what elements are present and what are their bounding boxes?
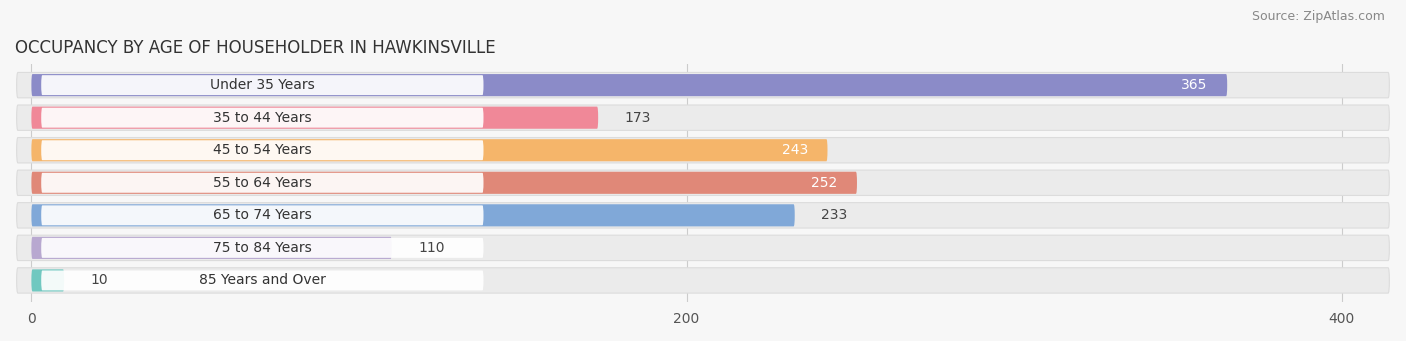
FancyBboxPatch shape	[41, 140, 484, 160]
FancyBboxPatch shape	[31, 107, 598, 129]
FancyBboxPatch shape	[17, 170, 1389, 195]
FancyBboxPatch shape	[17, 72, 1389, 98]
FancyBboxPatch shape	[41, 108, 484, 128]
FancyBboxPatch shape	[31, 74, 1227, 96]
FancyBboxPatch shape	[41, 173, 484, 193]
FancyBboxPatch shape	[17, 105, 1389, 130]
FancyBboxPatch shape	[17, 235, 1389, 261]
FancyBboxPatch shape	[41, 270, 484, 291]
Text: 252: 252	[811, 176, 838, 190]
FancyBboxPatch shape	[31, 172, 858, 194]
Text: Under 35 Years: Under 35 Years	[209, 78, 315, 92]
Text: Source: ZipAtlas.com: Source: ZipAtlas.com	[1251, 10, 1385, 23]
FancyBboxPatch shape	[31, 237, 392, 259]
FancyBboxPatch shape	[17, 137, 1389, 163]
FancyBboxPatch shape	[41, 75, 484, 95]
FancyBboxPatch shape	[17, 203, 1389, 228]
Text: 55 to 64 Years: 55 to 64 Years	[212, 176, 312, 190]
Text: 45 to 54 Years: 45 to 54 Years	[214, 143, 312, 157]
FancyBboxPatch shape	[41, 205, 484, 225]
Text: OCCUPANCY BY AGE OF HOUSEHOLDER IN HAWKINSVILLE: OCCUPANCY BY AGE OF HOUSEHOLDER IN HAWKI…	[15, 39, 496, 57]
Text: 35 to 44 Years: 35 to 44 Years	[214, 111, 312, 125]
FancyBboxPatch shape	[31, 204, 794, 226]
FancyBboxPatch shape	[41, 238, 484, 258]
FancyBboxPatch shape	[17, 268, 1389, 293]
FancyBboxPatch shape	[31, 139, 828, 161]
FancyBboxPatch shape	[31, 269, 65, 292]
Text: 173: 173	[624, 111, 651, 125]
Text: 233: 233	[821, 208, 848, 222]
Text: 85 Years and Over: 85 Years and Over	[198, 273, 326, 287]
Text: 243: 243	[782, 143, 808, 157]
Text: 365: 365	[1181, 78, 1208, 92]
Text: 75 to 84 Years: 75 to 84 Years	[212, 241, 312, 255]
Text: 65 to 74 Years: 65 to 74 Years	[212, 208, 312, 222]
Text: 10: 10	[90, 273, 108, 287]
Text: 110: 110	[418, 241, 444, 255]
